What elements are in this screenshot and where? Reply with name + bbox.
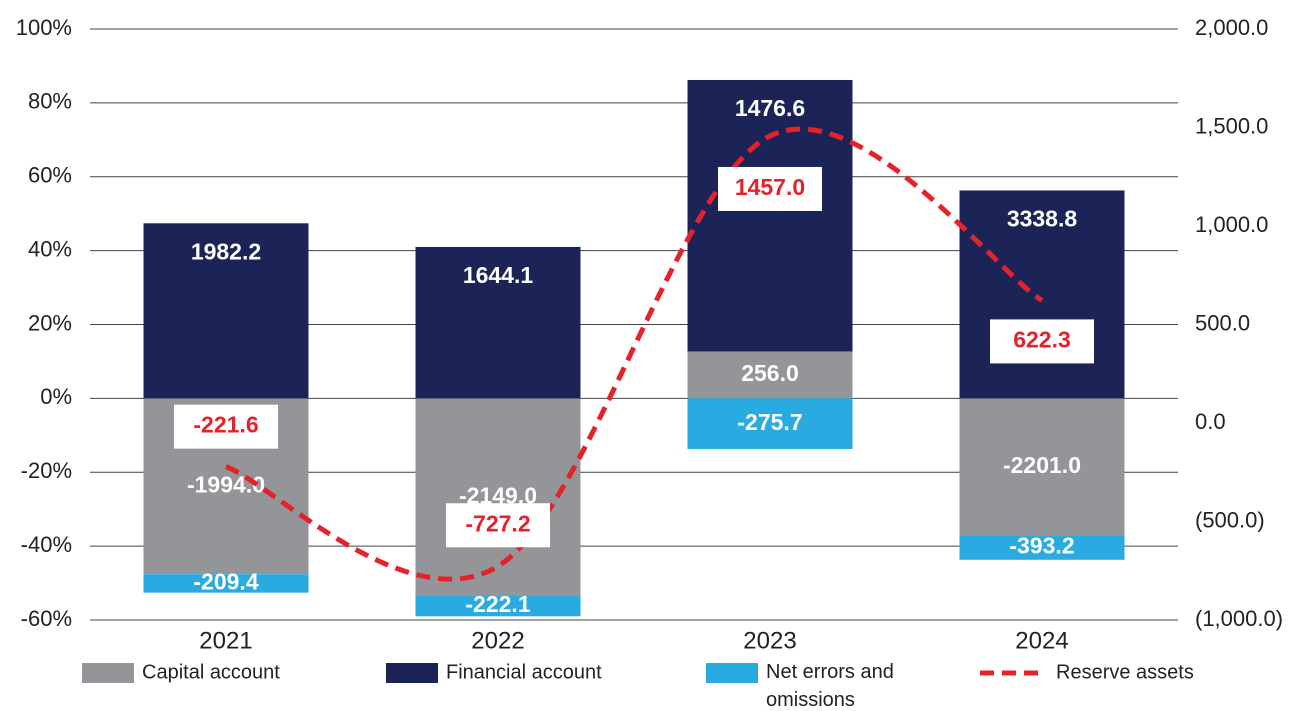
- bar: [687, 398, 853, 449]
- line-label: -727.2: [465, 510, 530, 536]
- bar-label: -209.4: [193, 569, 258, 595]
- x-tick-label: 2023: [743, 627, 796, 654]
- bar: [959, 190, 1125, 399]
- line-label: 1457.0: [735, 174, 805, 200]
- y2-tick-label: (1,000.0): [1195, 606, 1283, 631]
- label-box: [718, 166, 822, 211]
- legend-label: Reserve assets: [1056, 661, 1194, 683]
- legend-swatch: [82, 663, 134, 683]
- y-tick-label: 40%: [28, 236, 72, 261]
- bar: [415, 398, 581, 596]
- x-tick-label: 2022: [471, 627, 524, 654]
- x-tick-label: 2024: [1015, 627, 1068, 654]
- x-tick-label: 2021: [199, 627, 252, 654]
- line-label: 622.3: [1013, 326, 1071, 352]
- bar-label: -1994.0: [187, 471, 265, 497]
- y2-tick-label: 2,000.0: [1195, 15, 1268, 40]
- legend-line: Net errors and: [766, 661, 894, 683]
- legend-swatch: [706, 663, 758, 683]
- y2-tick-label: 0.0: [1195, 409, 1226, 434]
- y-tick-label: -40%: [21, 532, 72, 557]
- bar-label: -393.2: [1009, 533, 1074, 559]
- bar-label: 256.0: [741, 360, 799, 386]
- bar: [415, 246, 581, 399]
- bar: [687, 351, 853, 399]
- y2-tick-label: 1,000.0: [1195, 212, 1268, 237]
- label-box: [174, 404, 278, 449]
- bar: [959, 398, 1125, 536]
- bar-label: 1982.2: [191, 238, 261, 264]
- y2-tick-label: 1,500.0: [1195, 113, 1268, 138]
- bar-label: 1476.6: [735, 95, 805, 121]
- label-box: [446, 503, 550, 548]
- bar-label: -222.1: [465, 591, 530, 617]
- y2-tick-label: 500.0: [1195, 310, 1250, 335]
- y-tick-label: 0%: [40, 384, 72, 409]
- legend-label: Financial account: [446, 661, 602, 683]
- legend-swatch: [386, 663, 438, 683]
- y-tick-label: 100%: [16, 15, 72, 40]
- line: [225, 126, 1044, 582]
- y-tick-label: 20%: [28, 310, 72, 335]
- bar: [415, 595, 581, 617]
- y2-tick-label: (500.0): [1195, 507, 1265, 532]
- y-tick-label: -20%: [21, 458, 72, 483]
- bar-label: 1644.1: [463, 262, 534, 288]
- y-tick-label: -60%: [21, 606, 72, 631]
- y-tick-label: 80%: [28, 89, 72, 114]
- bar-label: 3338.8: [1007, 205, 1078, 231]
- legend-line: omissions: [766, 689, 855, 711]
- y-tick-label: 60%: [28, 163, 72, 188]
- legend-label: Capital account: [142, 661, 280, 683]
- line-label: -221.6: [193, 412, 258, 438]
- bar-label: -275.7: [737, 409, 802, 435]
- bar: [143, 574, 309, 593]
- bar-label: -2201.0: [1003, 452, 1081, 478]
- bar: [143, 223, 309, 399]
- legend-label: Net errors and omissions: [766, 661, 894, 711]
- label-box: [990, 319, 1094, 364]
- bar: [959, 535, 1125, 560]
- bar: [687, 79, 853, 352]
